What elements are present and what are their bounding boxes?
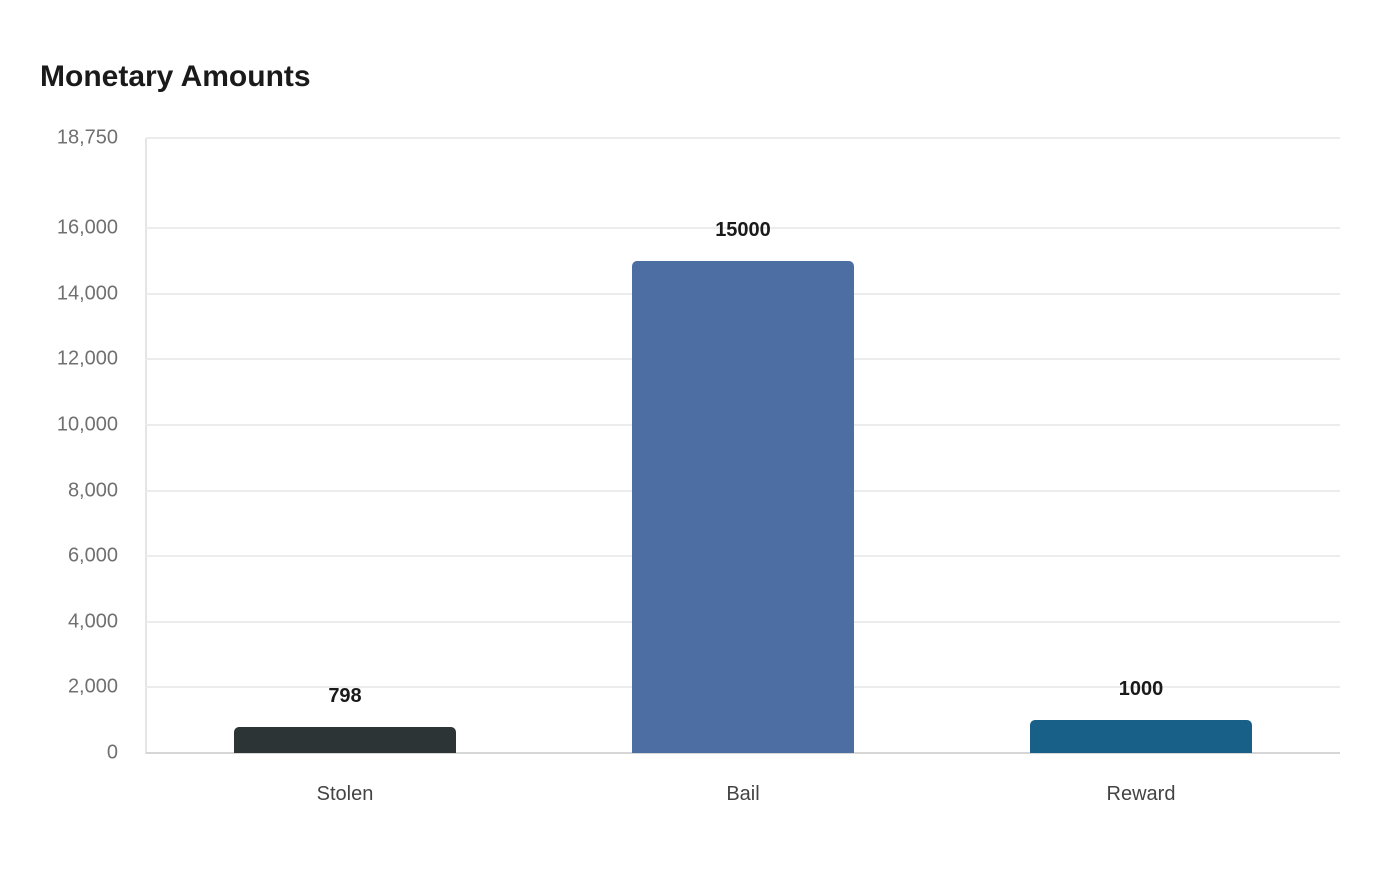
- bar-stolen[interactable]: [234, 726, 456, 753]
- x-tick-label: Reward: [1106, 783, 1176, 805]
- gridline: [146, 227, 1340, 230]
- y-tick-label: 2,000: [67, 675, 118, 698]
- y-tick-label: 10,000: [56, 413, 118, 436]
- gridline: [146, 137, 1340, 139]
- y-tick-label: 6,000: [67, 544, 118, 567]
- y-axis-line: [145, 138, 147, 754]
- chart-title: Monetary Amounts: [40, 60, 311, 93]
- x-tick-label: Stolen: [316, 783, 374, 805]
- data-label: 798: [328, 684, 362, 707]
- bar-bail[interactable]: [632, 261, 854, 753]
- y-tick-label: 18,750: [56, 126, 118, 149]
- x-tick-label: Bail: [726, 783, 760, 805]
- y-tick-label: 14,000: [56, 282, 118, 305]
- y-tick-label: 8,000: [67, 479, 118, 502]
- y-tick-label: 16,000: [56, 216, 118, 239]
- data-label: 1000: [1118, 678, 1164, 701]
- x-axis-line: [146, 752, 1340, 754]
- y-tick-label: 12,000: [56, 347, 118, 370]
- y-tick-label: 4,000: [67, 610, 118, 633]
- bar-reward[interactable]: [1030, 720, 1252, 753]
- y-tick-label: 0: [106, 741, 118, 764]
- data-label: 15000: [715, 219, 771, 241]
